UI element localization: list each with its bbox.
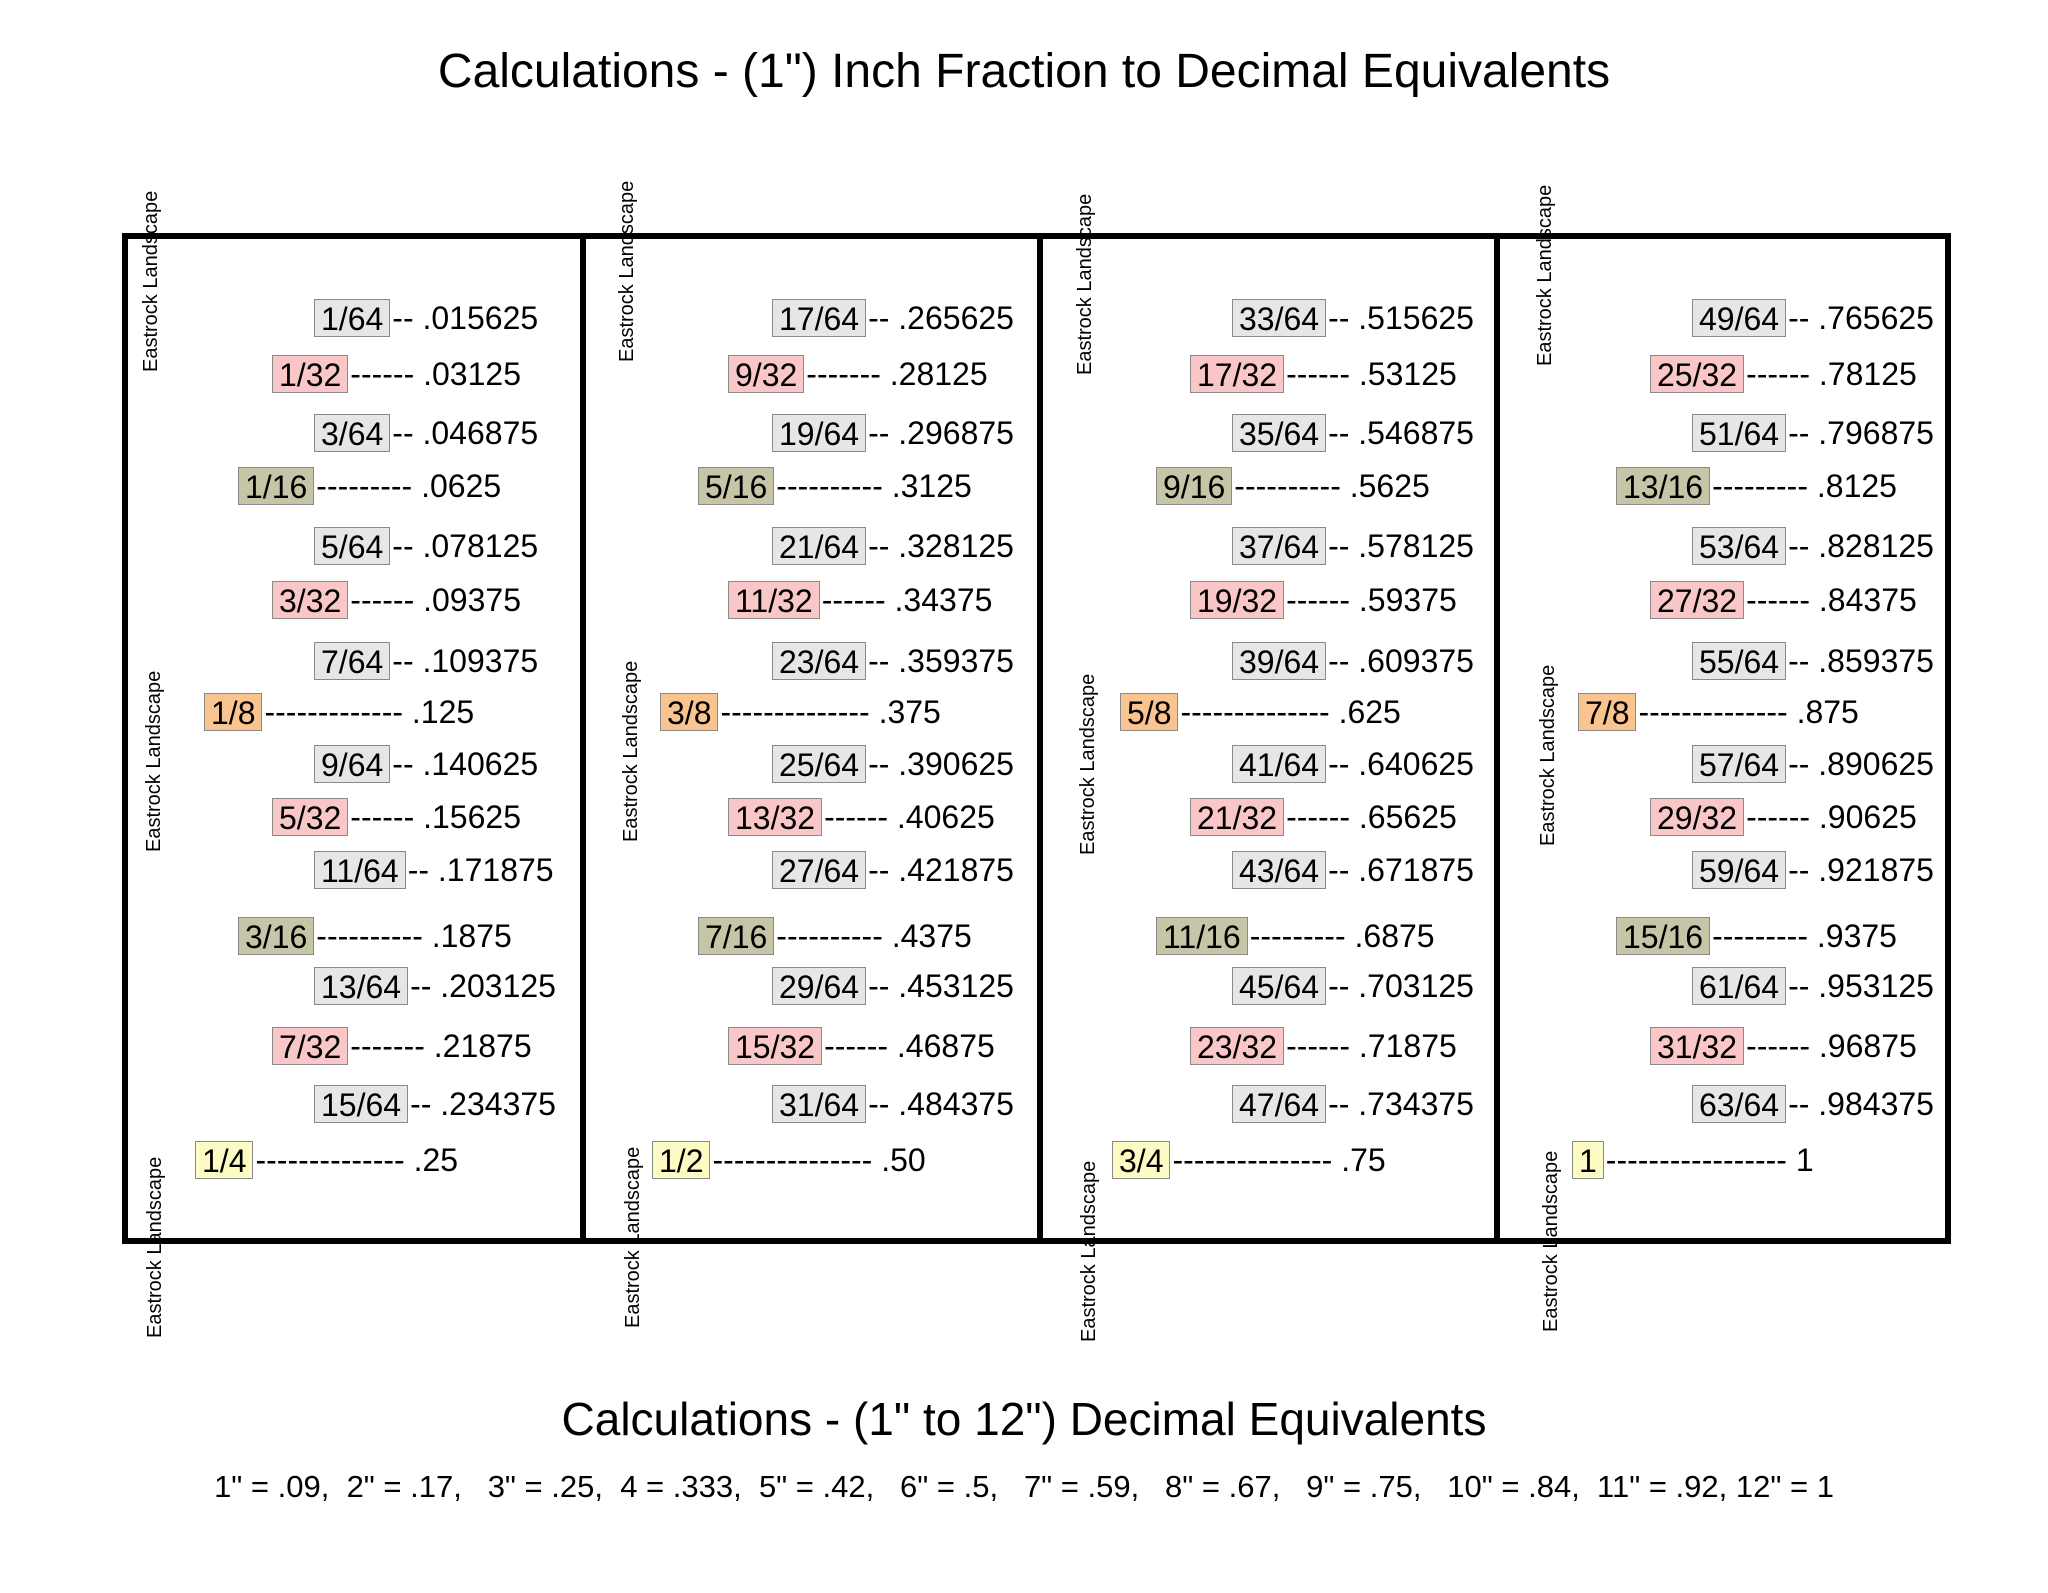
watermark: Eastrock Landscape	[616, 180, 638, 362]
watermark: Eastrock Landscape	[622, 1146, 644, 1328]
watermark: Eastrock Landscape	[1534, 184, 1556, 366]
column-divider	[1037, 233, 1043, 1244]
watermark: Eastrock Landscape	[1540, 1150, 1562, 1332]
section-title: Calculations - (1" to 12") Decimal Equiv…	[561, 1393, 1487, 1445]
watermark: Eastrock Landscape	[620, 660, 642, 842]
column-divider	[580, 233, 586, 1244]
table-frame	[122, 233, 1951, 1244]
watermark: Eastrock Landscape	[1078, 1160, 1100, 1342]
watermark: Eastrock Landscape	[143, 670, 165, 852]
watermark: Eastrock Landscape	[1074, 193, 1096, 375]
column-divider	[1494, 233, 1500, 1244]
watermark: Eastrock Landscape	[144, 1156, 166, 1338]
watermark: Eastrock Landscape	[1077, 673, 1099, 855]
watermark: Eastrock Landscape	[1537, 664, 1559, 846]
watermark: Eastrock Landscape	[140, 190, 162, 372]
inch-equivalents: 1" = .09, 2" = .17, 3" = .25, 4 = .333, …	[214, 1469, 1834, 1504]
page-title: Calculations - (1") Inch Fraction to Dec…	[437, 45, 1611, 98]
